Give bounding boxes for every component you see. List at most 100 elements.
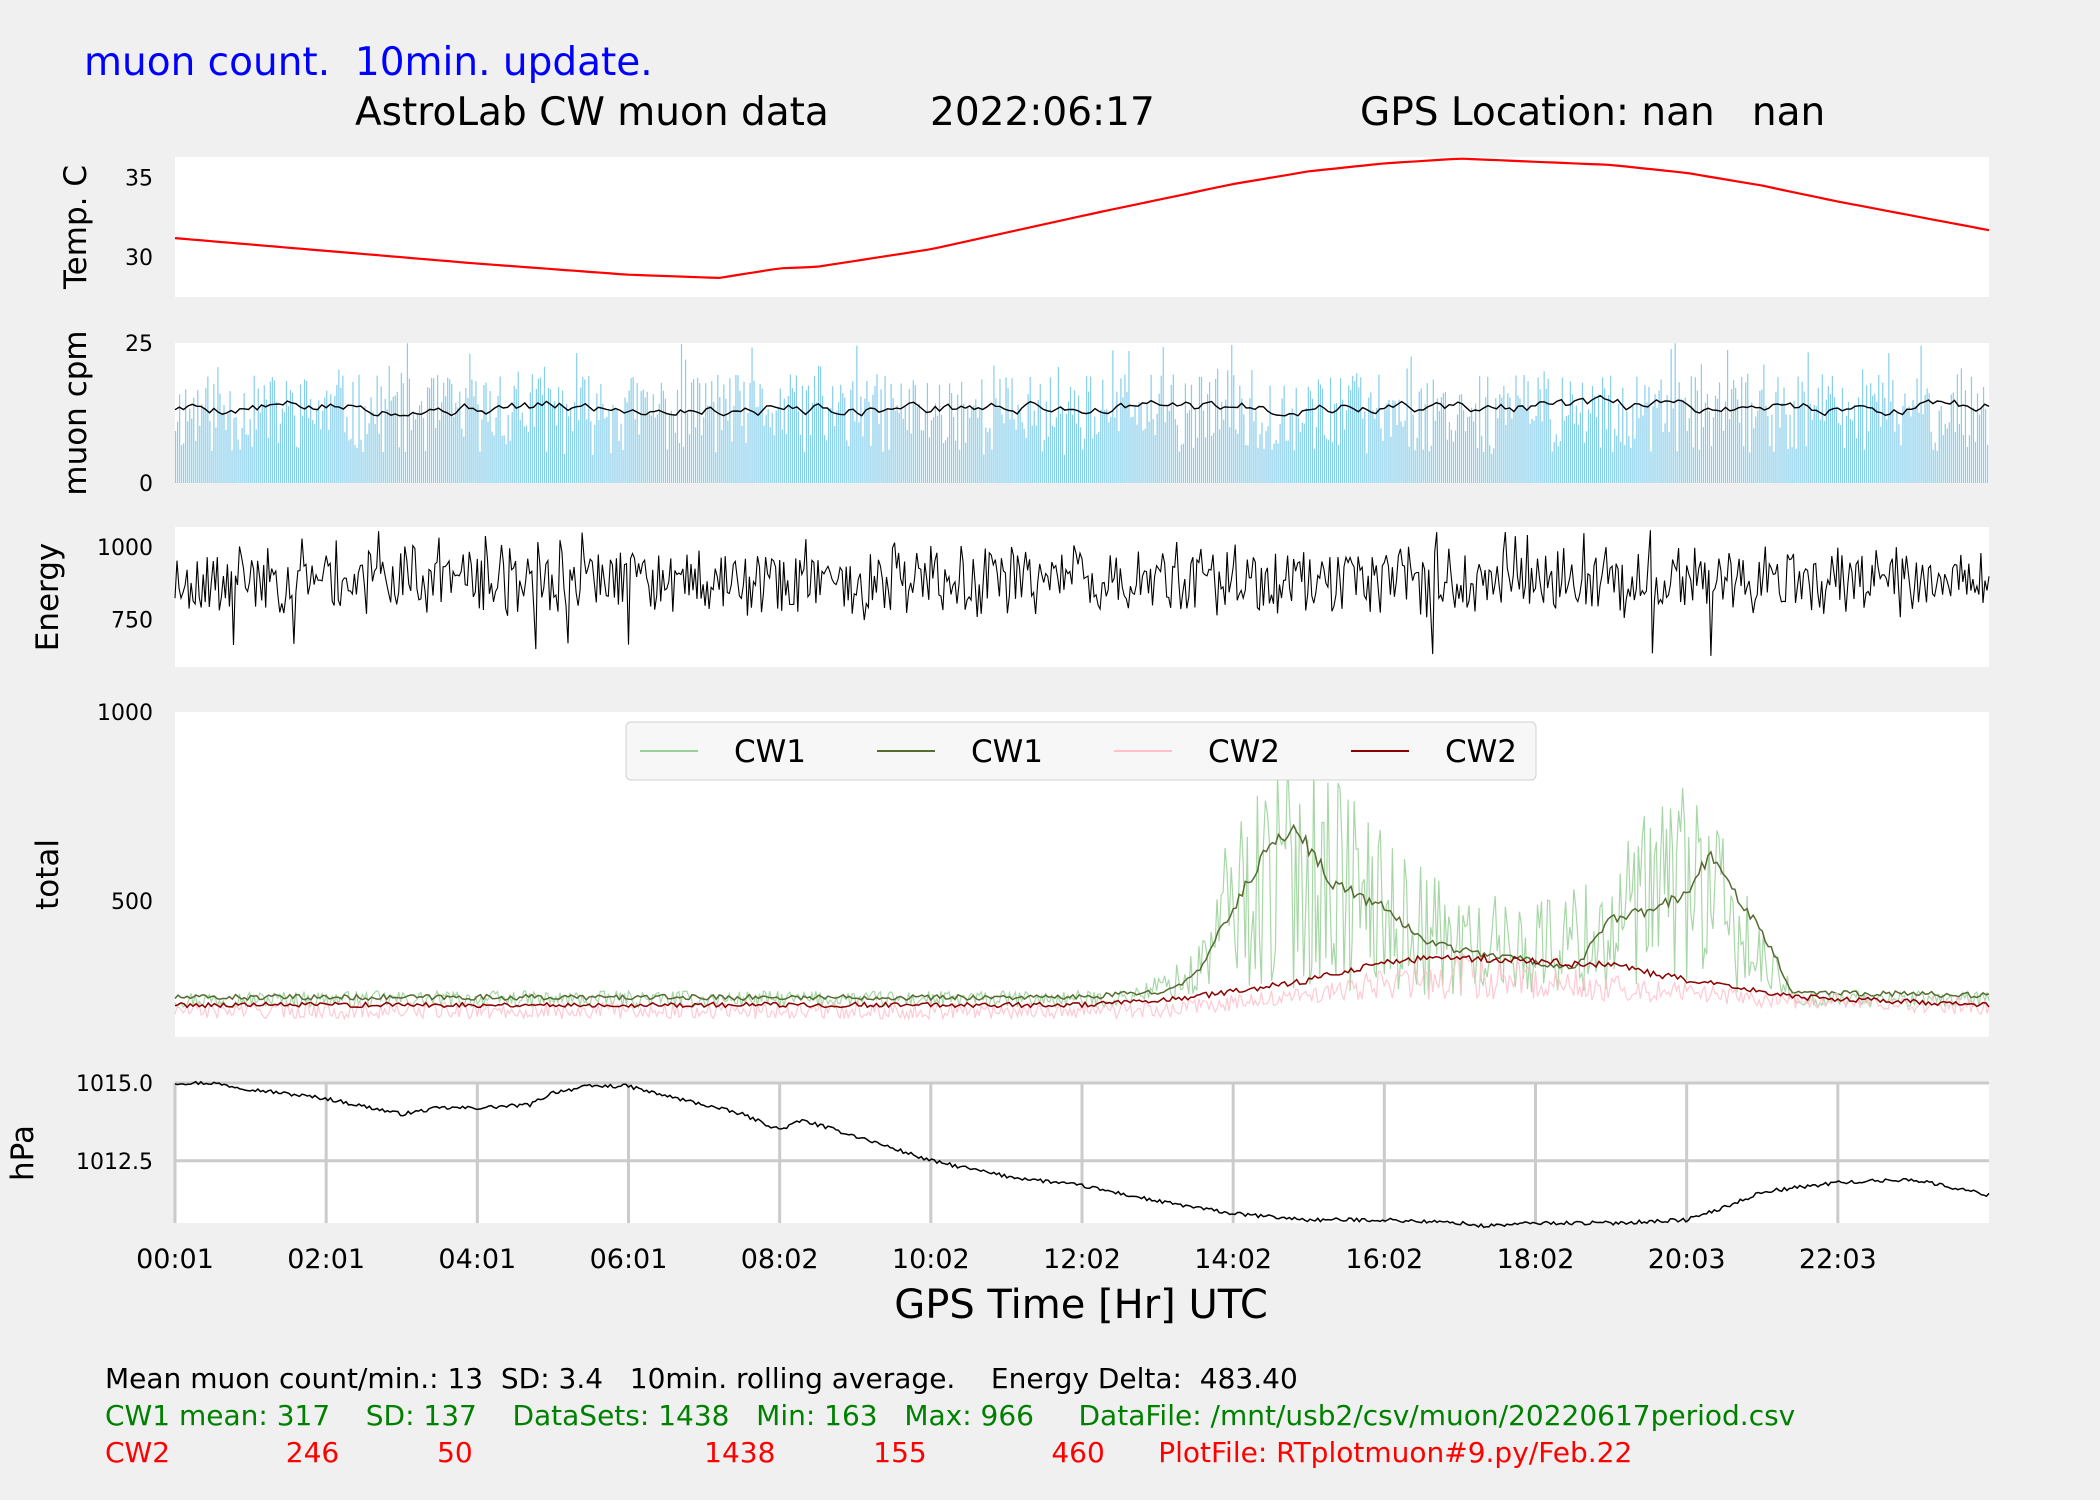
count-bar	[485, 382, 487, 483]
count-bar	[199, 425, 201, 483]
count-bar	[1462, 410, 1465, 483]
count-bar	[1821, 374, 1823, 483]
count-bar	[1344, 429, 1346, 483]
count-bar	[934, 403, 937, 483]
count-bar	[975, 399, 977, 483]
count-bar	[312, 420, 314, 483]
count-bar	[1636, 376, 1638, 483]
count-bar	[1581, 382, 1584, 483]
count-bar	[1894, 431, 1896, 483]
count-bar	[1255, 409, 1257, 483]
count-bar	[1571, 394, 1573, 483]
count-bar	[1350, 389, 1352, 483]
count-bar	[1245, 445, 1247, 483]
count-bar	[1438, 410, 1440, 483]
count-bar	[882, 451, 884, 483]
count-bar	[1813, 404, 1815, 483]
count-bar	[1793, 401, 1795, 483]
x-tick-label: 20:03	[1648, 1244, 1726, 1275]
count-bar	[666, 449, 669, 483]
count-bar	[1414, 450, 1416, 483]
count-bar	[1491, 453, 1493, 483]
count-bar	[707, 405, 709, 483]
count-bar	[1882, 382, 1884, 483]
count-bar	[757, 406, 759, 483]
count-bar	[1100, 409, 1102, 483]
count-bar	[1690, 376, 1692, 483]
count-bar	[759, 383, 761, 483]
count-bar	[1843, 448, 1846, 483]
count-bar	[612, 404, 614, 483]
count-bar	[547, 388, 550, 483]
count-bar	[545, 451, 548, 483]
count-bar	[858, 422, 860, 483]
count-bar	[723, 384, 725, 483]
count-bar	[1930, 431, 1932, 483]
count-bar	[773, 435, 775, 483]
count-bar	[1027, 394, 1029, 483]
count-bar	[834, 426, 836, 483]
count-bar	[1938, 410, 1940, 483]
count-bar	[650, 415, 652, 483]
count-bar	[1043, 440, 1045, 483]
count-bar	[380, 386, 382, 483]
count-bar	[1664, 423, 1666, 483]
count-bar	[1305, 408, 1307, 483]
count-bar	[1573, 423, 1576, 483]
count-bar	[205, 387, 207, 483]
count-bar	[1144, 428, 1146, 483]
count-bar	[1906, 408, 1908, 483]
count-bar	[1702, 427, 1705, 483]
count-bar	[1061, 407, 1064, 483]
count-bar	[1652, 406, 1654, 483]
count-bar	[1456, 414, 1459, 483]
count-bar	[1458, 394, 1461, 483]
x-tick-label: 08:02	[741, 1244, 819, 1275]
count-bar	[422, 417, 425, 483]
count-bar	[1299, 432, 1301, 483]
count-bar	[364, 406, 366, 483]
count-bar	[1660, 379, 1662, 483]
count-bar	[326, 390, 328, 483]
count-bar	[1386, 403, 1388, 483]
count-bar	[1424, 404, 1426, 483]
count-bar	[995, 398, 997, 483]
count-bar	[1116, 391, 1118, 483]
count-bar	[1251, 369, 1253, 483]
pressure-panel: 1012.5 1015.0 hPa 00:01 02:01 04:01 06:01 08:02…	[5, 1072, 1990, 1328]
count-bar	[981, 379, 983, 483]
count-bar	[1047, 436, 1049, 483]
count-bar	[1335, 403, 1338, 483]
count-bar	[965, 442, 967, 483]
count-bar	[1140, 404, 1142, 483]
count-bar	[932, 417, 935, 483]
count-bar	[1206, 394, 1209, 483]
count-bar	[1694, 377, 1696, 483]
count-bar	[701, 435, 703, 483]
count-bar	[1847, 401, 1850, 483]
count-bar	[1370, 392, 1372, 483]
count-bar	[191, 418, 193, 483]
count-bar	[692, 379, 695, 483]
count-bar	[1728, 419, 1731, 483]
count-bar	[1130, 417, 1132, 483]
count-bar	[950, 393, 953, 483]
count-bar	[787, 396, 789, 483]
count-bar	[471, 379, 473, 483]
count-bar	[257, 388, 259, 483]
count-bar	[1940, 406, 1942, 483]
count-bar	[1170, 384, 1172, 483]
count-bar	[765, 415, 767, 483]
count-bar	[1674, 343, 1676, 483]
count-bar	[275, 402, 277, 483]
count-bar	[1146, 404, 1148, 483]
count-bar	[1358, 387, 1360, 483]
count-bar	[614, 407, 616, 483]
count-bar	[640, 391, 642, 483]
count-bar	[1908, 406, 1910, 483]
count-bar	[497, 395, 499, 483]
count-bar	[1505, 425, 1507, 483]
gps-location: GPS Location: nan nan	[1360, 90, 1826, 135]
count-bar	[586, 419, 588, 483]
